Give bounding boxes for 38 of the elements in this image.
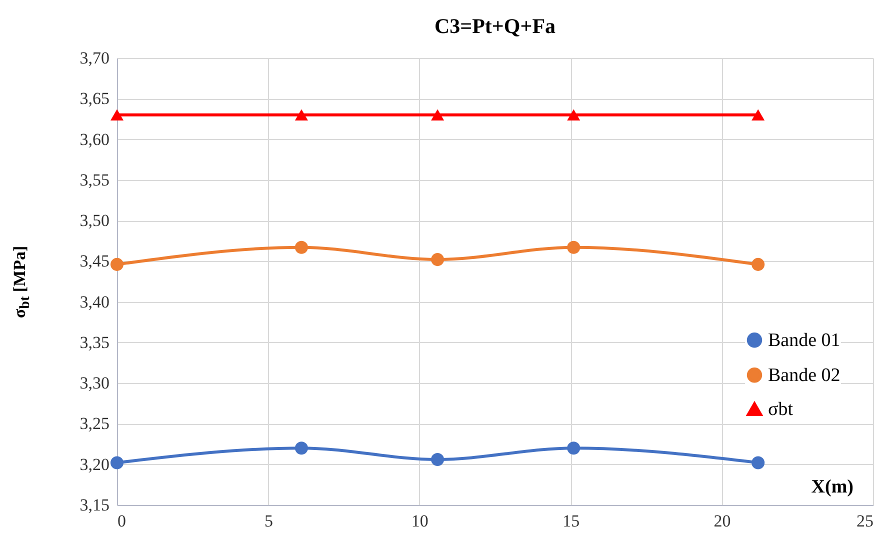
point (752, 109, 765, 121)
point (294, 109, 308, 121)
y-tick-label: 3,60 (80, 130, 110, 149)
point (431, 253, 444, 266)
x-axis-title: X(m) (811, 476, 854, 498)
y-tick-label: 3,30 (80, 374, 110, 393)
point (567, 442, 580, 455)
y-tick-label: 3,25 (80, 414, 110, 434)
point (110, 456, 124, 470)
point (294, 442, 308, 455)
legend-label: σbt (768, 399, 794, 420)
y-tick-label: 3,65 (80, 89, 110, 108)
x-tick-label: 10 (411, 512, 428, 530)
legend-label: Bande 01 (768, 330, 840, 352)
y-tick-label: 3,35 (80, 332, 110, 352)
y-tick-label: 3,50 (80, 211, 110, 230)
y-tick-label: 3,40 (80, 292, 110, 312)
point (110, 109, 124, 121)
point (752, 456, 765, 470)
y-tick-label: 3,45 (80, 252, 110, 271)
y-tick-label: 3,55 (80, 170, 110, 190)
point (110, 258, 124, 271)
x-tick-label: 15 (562, 512, 580, 530)
point (567, 109, 580, 121)
x-tick-label: 0 (118, 512, 126, 530)
point (431, 452, 444, 466)
y-tick-label: 3,20 (80, 454, 110, 474)
legend-label: Bande 02 (768, 365, 840, 386)
point (752, 258, 765, 271)
x-tick-label: 25 (856, 512, 874, 530)
point (294, 240, 308, 254)
y-tick-label: 3,15 (80, 496, 110, 514)
x-tick-label: 20 (714, 512, 731, 530)
point (431, 109, 444, 121)
chart-title: C3=Pt+Q+Fa (434, 14, 556, 38)
x-tick-label: 5 (264, 512, 273, 530)
point (567, 240, 580, 254)
y-tick-label: 3,70 (80, 48, 110, 68)
